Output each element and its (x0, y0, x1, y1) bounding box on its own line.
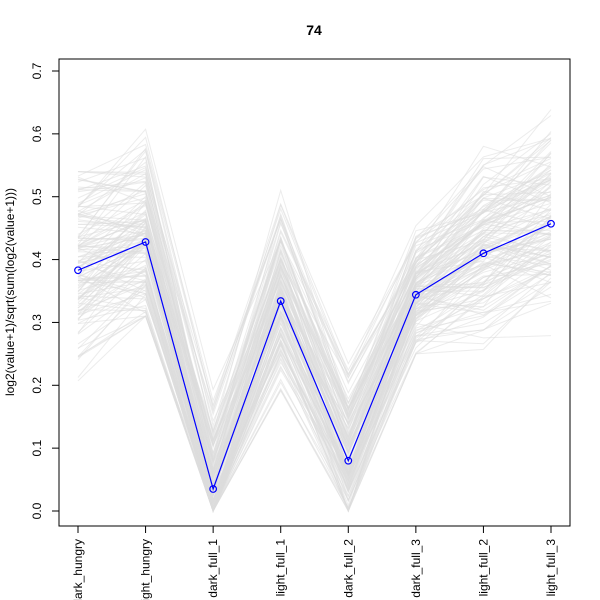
background-series-line (77, 131, 552, 459)
background-series-line (77, 165, 552, 443)
background-series-line (77, 187, 552, 443)
background-series-line (77, 109, 552, 412)
background-series-line (77, 243, 552, 464)
background-series-line (77, 197, 552, 497)
background-series-line (77, 234, 552, 508)
x-tick-label: dark_full_1 (206, 539, 220, 598)
x-tick-label: light_full_3 (544, 539, 558, 597)
data-point (74, 266, 82, 275)
data-point (276, 297, 285, 305)
x-tick-label: dark_full_2 (341, 539, 355, 598)
y-tick-label: 0.7 (30, 62, 44, 79)
x-tick-label: light_full_2 (476, 539, 490, 597)
y-axis-label: log2(value+1)/sqrt(sum(log2(value+1))) (3, 188, 17, 396)
background-series-line (77, 166, 552, 465)
plot-frame (58, 58, 571, 527)
data-point (141, 238, 150, 246)
background-series-line (77, 246, 552, 513)
highlight-series-line (77, 223, 552, 491)
y-tick-label: 0.6 (30, 125, 44, 142)
background-series-line (77, 204, 552, 501)
x-tick-label: dark_hungry (71, 539, 85, 600)
background-series-line (77, 249, 552, 513)
data-point (209, 485, 218, 493)
y-tick-label: 0.3 (30, 314, 44, 331)
chart-title: 74 (306, 22, 322, 38)
y-tick-label: 0.5 (30, 188, 44, 205)
x-tick-label: light_hungry (139, 539, 153, 600)
y-tick-label: 0.4 (30, 251, 44, 268)
y-tick-label: 0.0 (30, 502, 44, 519)
background-series-line (77, 172, 552, 476)
background-series-line (77, 209, 552, 512)
background-series-line (77, 233, 552, 488)
data-point (411, 290, 420, 299)
background-series-line (77, 223, 552, 513)
highlight-series (74, 219, 555, 493)
background-series-line (77, 209, 552, 491)
background-series-line (77, 265, 552, 513)
x-tick-label: light_full_1 (274, 539, 288, 597)
background-series-line (77, 157, 552, 407)
background-series-line (77, 207, 552, 513)
background-lines (77, 109, 552, 513)
y-tick-label: 0.1 (30, 439, 44, 456)
y-tick-label: 0.2 (30, 377, 44, 394)
x-tick-label: dark_full_3 (409, 539, 423, 598)
data-point (479, 249, 488, 258)
data-point (344, 456, 353, 465)
data-point (547, 219, 555, 228)
